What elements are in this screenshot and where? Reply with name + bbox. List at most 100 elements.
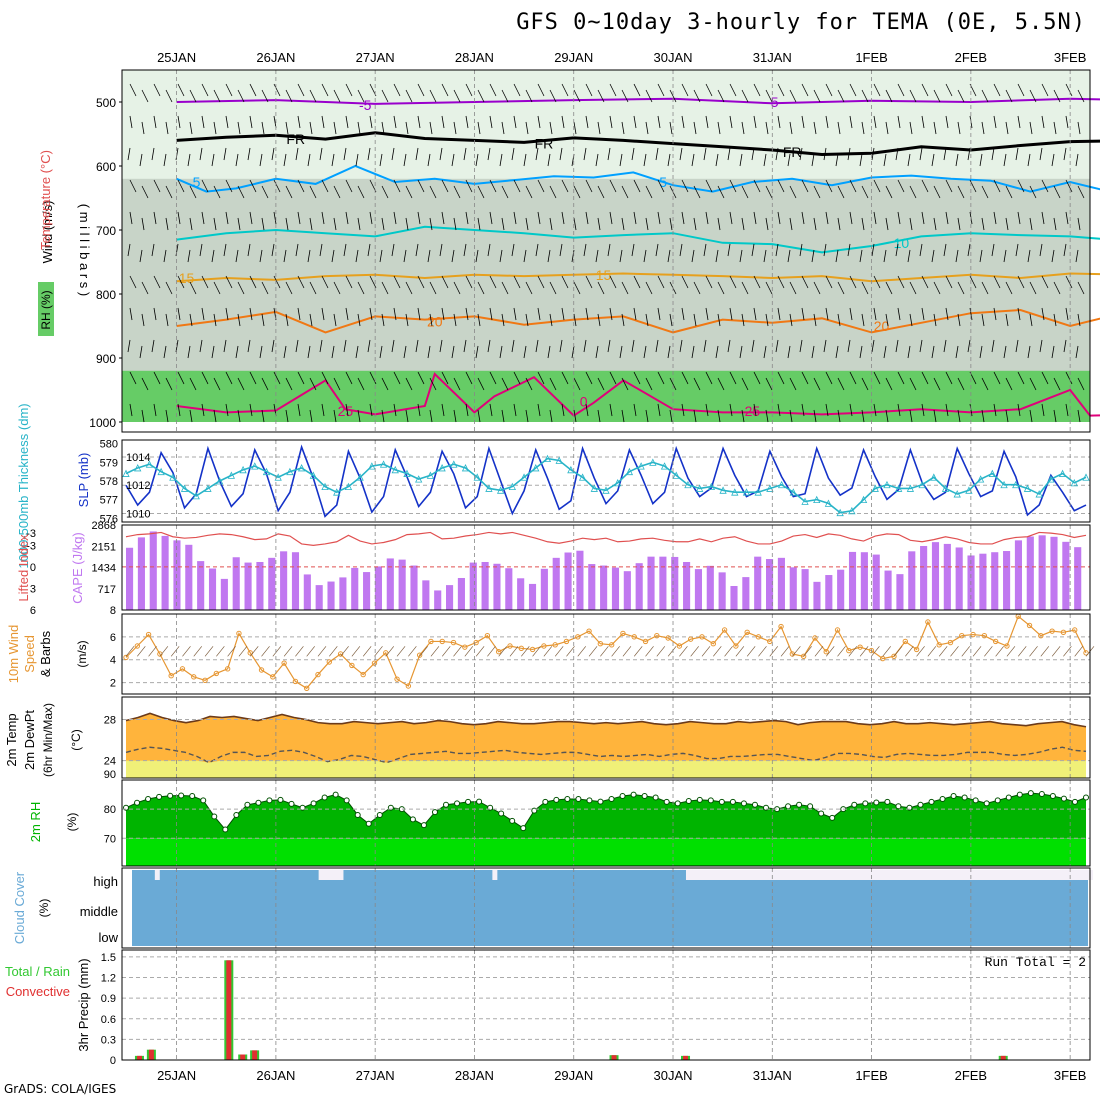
upper-wind-barb — [705, 83, 713, 97]
upper-wind-barb — [549, 313, 553, 327]
wind10m-barb — [611, 646, 620, 657]
rh2m-point — [1005, 794, 1012, 801]
upper-wind-barb — [309, 217, 313, 231]
wind10m-point — [902, 638, 908, 645]
rh2m-point — [630, 791, 637, 798]
upper-wind-barb — [309, 409, 313, 423]
upper-wind-barb — [537, 211, 541, 225]
wind10m-barb — [1074, 646, 1083, 657]
upper-wind-barb — [919, 339, 923, 353]
wind10m-point — [925, 619, 931, 625]
upper-wind-barb — [225, 403, 229, 417]
upper-wind-barb — [885, 377, 893, 391]
bottom-date-label: 31JAN — [753, 1068, 792, 1083]
upper-wind-barb — [849, 83, 857, 97]
upper-wind-barb — [955, 345, 959, 359]
upper-wind-barb — [417, 115, 421, 129]
upper-wind-barb — [501, 377, 509, 391]
top-date-label: 3FEB — [1054, 50, 1087, 65]
thickness-point — [766, 484, 774, 492]
upper-wind-barb — [837, 377, 845, 391]
upper-wind-barb — [549, 121, 553, 135]
upper-wind-barb — [153, 179, 161, 193]
upper-wind-barb — [823, 243, 827, 257]
wind10m-point — [247, 650, 253, 656]
upper-wind-barb — [753, 307, 757, 321]
surface-gap — [122, 422, 1090, 432]
upper-wind-barb — [357, 281, 365, 295]
upper-wind-barb — [693, 377, 701, 391]
wind10m-barb — [453, 646, 462, 657]
upper-wind-barb — [885, 281, 893, 295]
cape-bar — [754, 556, 762, 610]
upper-wind-barb — [357, 121, 361, 135]
cape-bar — [552, 557, 560, 610]
upper-wind-barb — [897, 403, 901, 417]
wind10m-barb — [283, 646, 293, 657]
upper-wind-barb — [547, 153, 551, 167]
upper-wind-barb — [439, 243, 443, 257]
rh2m-point — [288, 800, 295, 807]
wind10m-point — [721, 627, 728, 633]
upper-wind-barb — [849, 211, 853, 225]
temp-tick-label: 24 — [104, 756, 116, 768]
rh2m-point — [950, 793, 957, 800]
t_25-contour-label: 25 — [745, 403, 761, 419]
dewpt2m-line — [125, 746, 1087, 764]
upper-wind-barb — [1075, 345, 1079, 359]
thickness-point — [672, 471, 680, 479]
upper-wind-barb — [139, 249, 143, 263]
temp2m-line — [125, 712, 1087, 728]
upper-wind-barb — [859, 345, 863, 359]
upper-wind-barb — [369, 307, 373, 321]
li-tick-label: 0 — [30, 562, 36, 574]
wind10m-point — [970, 631, 976, 638]
rh2m-point — [465, 798, 472, 805]
upper-wind-barb — [813, 89, 821, 103]
wind10m-point — [292, 678, 299, 685]
upper-wind-barb — [633, 275, 641, 289]
wind10m-barb — [306, 646, 315, 657]
upper-wind-barb — [129, 371, 137, 385]
cape-tick-label: 2151 — [92, 541, 116, 553]
wind10m-point — [1083, 650, 1089, 656]
upper-wind-barb — [621, 185, 629, 199]
t_25-contour-label: 25 — [338, 403, 354, 419]
upper-wind-barb — [811, 153, 815, 167]
thickness-point — [157, 467, 165, 476]
rh2m-point — [663, 798, 670, 805]
temp-tick-label: 28 — [104, 715, 116, 727]
upper-wind-barb — [1005, 377, 1013, 391]
wind10m-barb — [408, 646, 417, 657]
cape-bar — [197, 561, 205, 610]
rh2m-point — [729, 798, 736, 805]
wind10m-point — [947, 639, 954, 646]
wind10m-barb — [713, 646, 722, 657]
thickness-point — [426, 471, 435, 479]
upper-wind-barb — [295, 147, 299, 161]
upper-wind-barb — [825, 403, 829, 417]
upper-wind-barb — [789, 89, 797, 103]
upper-wind-barb — [141, 313, 145, 327]
rh2m-point — [332, 791, 339, 798]
upper-wind-barb — [715, 249, 719, 263]
upper-wind-barb — [439, 147, 443, 161]
t_15-contour-label: 15 — [596, 267, 612, 283]
upper-wind-barb — [753, 83, 761, 97]
rh2m-point — [740, 800, 747, 807]
rh2m-point — [476, 798, 483, 805]
thickness-point — [895, 484, 903, 492]
wind10m-barb — [419, 646, 428, 657]
upper-wind-barb — [561, 275, 569, 289]
upper-wind-barb — [501, 409, 505, 423]
wind10m-point — [857, 644, 863, 650]
upper-wind-barb — [535, 243, 539, 257]
upper-wind-barb — [957, 121, 961, 135]
cape-bar — [422, 580, 430, 610]
upper-wind-barb — [561, 403, 565, 417]
upper-wind-barb — [1005, 217, 1009, 231]
thickness-point — [637, 462, 645, 470]
wind10m-axis-label-1: 10m Wind — [6, 625, 21, 684]
upper-wind-barb — [1077, 409, 1081, 423]
high-cloud-clear-gap — [492, 870, 498, 880]
